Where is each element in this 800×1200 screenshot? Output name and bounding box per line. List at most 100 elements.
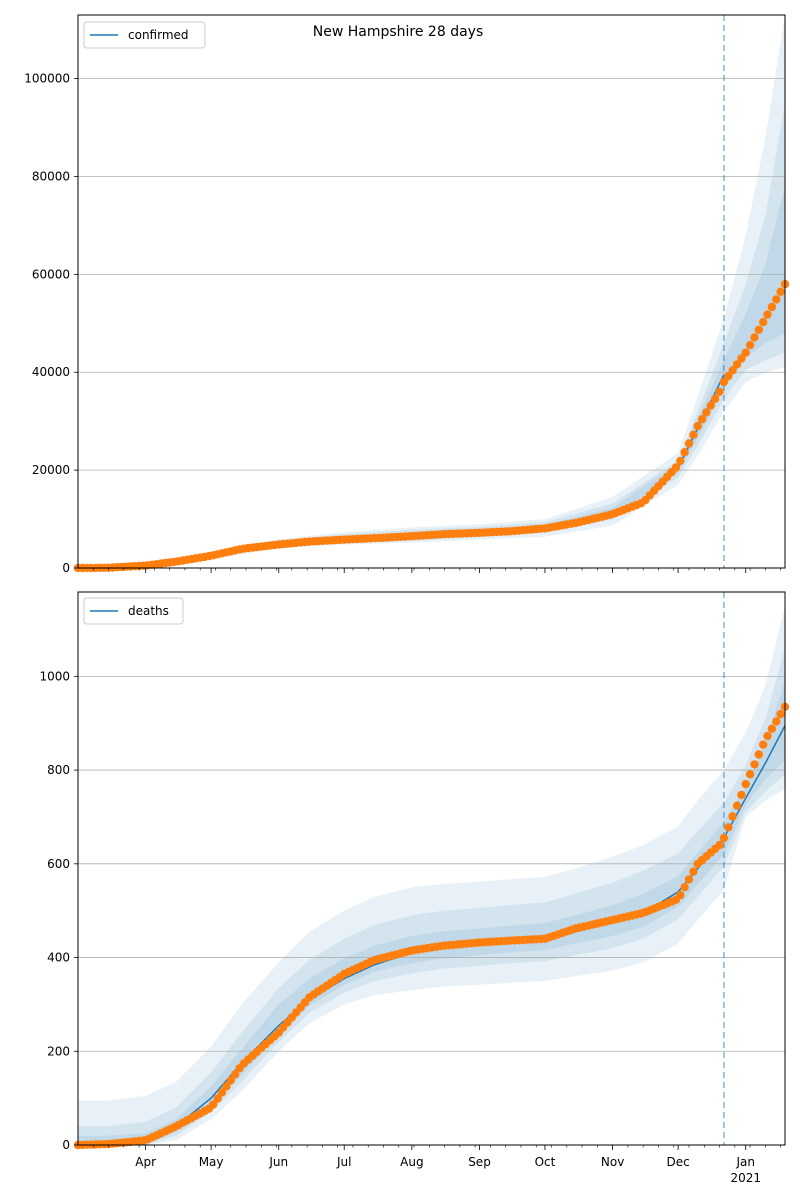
confirmed-legend: confirmed: [83, 21, 206, 49]
confirmed-y-tick-label: 80000: [32, 169, 70, 183]
deaths-observed-point: [754, 750, 763, 759]
deaths-y-tick-label: 400: [47, 951, 70, 965]
confirmed-band-2: [78, 103, 785, 568]
confirmed-uncertainty-bands: [78, 15, 785, 569]
confirmed-observed-point: [676, 456, 685, 466]
chart-title: New Hampshire 28 days: [313, 24, 484, 40]
deaths-observed-point: [689, 867, 698, 876]
confirmed-y-tick-label: 100000: [24, 72, 70, 86]
confirmed-x-axis: [92, 568, 781, 573]
legend-label-deaths: deaths: [128, 604, 169, 618]
deaths-observed-point: [230, 1070, 240, 1079]
confirmed-panel: 0 20000 40000 60000 80000 100000 New Hampshir…: [24, 14, 790, 575]
deaths-observed-point: [772, 717, 781, 726]
confirmed-observed-points: [73, 280, 790, 573]
confirmed-y-tick-label: 60000: [32, 267, 70, 281]
deaths-observed-point: [767, 724, 777, 733]
confirmed-observed-point: [772, 295, 781, 304]
deaths-observed-point: [724, 823, 733, 832]
deaths-observed-point: [750, 760, 759, 769]
confirmed-observed-point: [724, 372, 733, 381]
confirmed-observed-point: [689, 430, 698, 439]
confirmed-observed-point: [697, 415, 707, 424]
x-tick-label-aug: Aug: [400, 1155, 423, 1169]
deaths-observed-point: [222, 1082, 231, 1091]
x-tick-label-sep: Sep: [468, 1155, 491, 1169]
confirmed-observed-point: [702, 408, 711, 417]
x-tick-label-dec: Dec: [666, 1155, 689, 1169]
deaths-observed-point: [715, 840, 724, 850]
x-tick-label-jan: Jan: [735, 1155, 755, 1169]
deaths-observed-point: [759, 740, 768, 749]
confirmed-axes-frame: [77, 14, 786, 569]
deaths-observed-point: [684, 875, 694, 884]
confirmed-observed-point: [745, 340, 755, 350]
confirmed-y-tick-label: 20000: [32, 463, 70, 477]
confirmed-band-1: [78, 15, 785, 568]
legend-box: [83, 597, 184, 625]
confirmed-band-3: [78, 186, 785, 569]
deaths-y-tick-label: 800: [47, 763, 70, 777]
deaths-observed-point: [741, 779, 750, 789]
deaths-observed-point: [676, 890, 685, 900]
deaths-band-2: [78, 648, 785, 1145]
x-tick-label-jul: Jul: [336, 1155, 351, 1169]
confirmed-observed-point: [776, 287, 785, 296]
confirmed-observed-point: [693, 421, 702, 431]
confirmed-observed-point: [728, 366, 737, 375]
deaths-observed-point: [217, 1088, 227, 1097]
legend-label-confirmed: confirmed: [128, 28, 189, 42]
confirmed-y-axis: 0 20000 40000 60000 80000 100000: [24, 72, 78, 575]
deaths-y-tick-label: 0: [62, 1138, 70, 1152]
confirmed-observed-point: [750, 333, 759, 342]
confirmed-observed-point: [684, 439, 694, 448]
x-tick-label-jun: Jun: [268, 1155, 288, 1169]
confirmed-gridlines: [78, 78, 785, 471]
deaths-uncertainty-bands: [78, 606, 785, 1145]
deaths-gridlines: [78, 675, 785, 1052]
deaths-observed-point: [226, 1076, 235, 1085]
x-year-label: 2021: [730, 1171, 761, 1185]
confirmed-observed-point: [706, 401, 715, 410]
x-tick-label-oct: Oct: [535, 1155, 556, 1169]
deaths-x-axis: Apr May Jun Jul Aug Sep Oct Nov Dec Jan 2021: [92, 1145, 781, 1185]
deaths-observed-point: [745, 770, 755, 779]
deaths-y-tick-label: 600: [47, 857, 70, 871]
confirmed-observed-point: [715, 387, 724, 396]
x-tick-label-nov: Nov: [601, 1155, 624, 1169]
deaths-observed-point: [776, 709, 785, 719]
deaths-observed-point: [213, 1094, 222, 1103]
deaths-band-1: [78, 606, 785, 1145]
confirmed-y-tick-label: 0: [62, 561, 70, 575]
confirmed-observed-point: [732, 360, 742, 369]
legend-box: [83, 21, 206, 49]
deaths-y-axis: 0 200 400 600 800 1000: [39, 669, 78, 1152]
confirmed-y-tick-label: 40000: [32, 365, 70, 379]
confirmed-observed-point: [741, 348, 750, 357]
confirmed-observed-point: [671, 463, 681, 472]
confirmed-observed-point: [711, 394, 720, 403]
deaths-y-tick-label: 200: [47, 1044, 70, 1058]
deaths-observed-points: [73, 702, 790, 1150]
confirmed-observed-point: [680, 448, 689, 457]
deaths-observed-point: [728, 812, 737, 821]
confirmed-observed-point: [763, 310, 772, 319]
deaths-panel: 0 200 400 600 800 1000 Apr May Jun Jul Aug Sep Oct N…: [39, 591, 790, 1185]
confirmed-observed-point: [759, 318, 768, 327]
confirmed-observed-point: [754, 325, 763, 334]
deaths-observed-point: [737, 790, 746, 800]
deaths-observed-point: [732, 801, 742, 810]
deaths-observed-point: [209, 1100, 218, 1109]
x-tick-label-may: May: [199, 1155, 224, 1169]
deaths-observed-point: [763, 731, 772, 741]
x-tick-label-apr: Apr: [135, 1155, 156, 1169]
deaths-observed-point: [719, 833, 729, 843]
deaths-y-tick-label: 1000: [39, 669, 70, 683]
deaths-axes-frame: [77, 591, 786, 1146]
deaths-observed-point: [680, 883, 689, 892]
confirmed-observed-point: [719, 377, 729, 387]
deaths-legend: deaths: [83, 597, 184, 625]
confirmed-observed-point: [767, 302, 777, 312]
confirmed-observed-point: [737, 354, 746, 363]
